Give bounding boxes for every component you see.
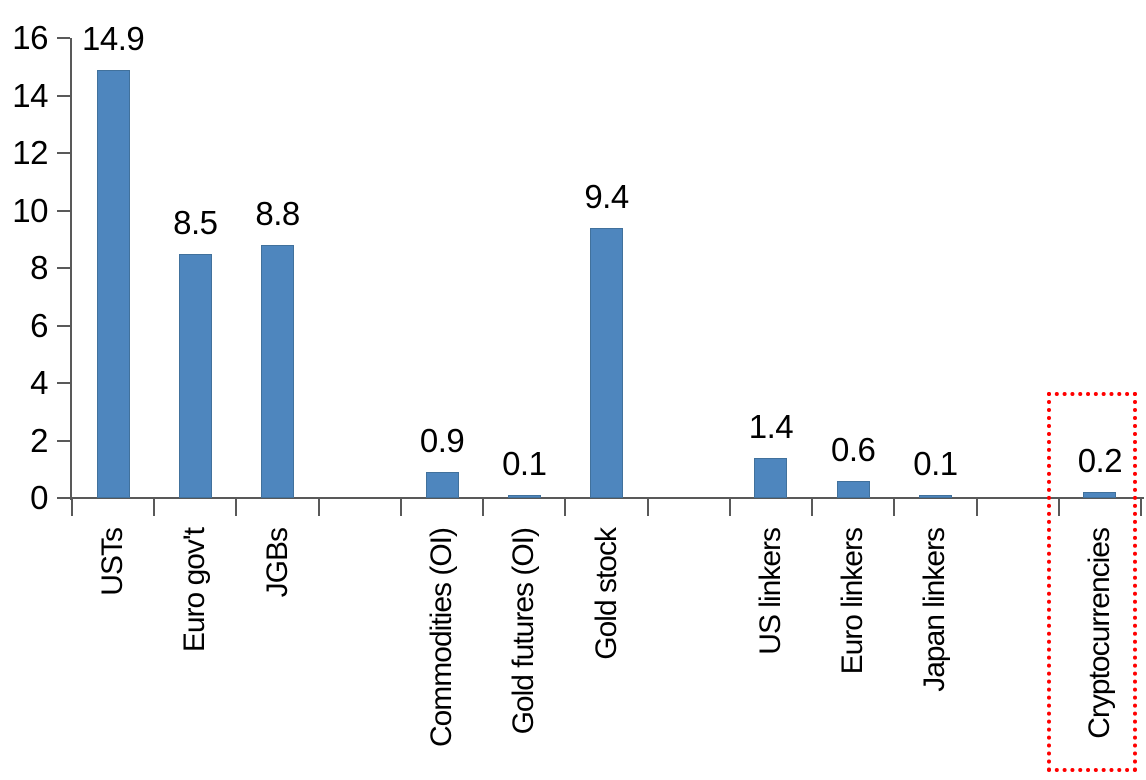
bar [754, 457, 788, 498]
bar [96, 69, 130, 498]
x-category-label: Japan linkers [918, 528, 952, 692]
x-category-label: JGBs [260, 528, 294, 598]
x-category-label: Euro gov't [178, 528, 212, 653]
y-tick-label: 4 [30, 364, 48, 401]
bar [425, 472, 459, 498]
x-tick [646, 499, 649, 516]
x-tick [564, 499, 567, 516]
bar-value-label: 14.9 [81, 19, 145, 57]
y-axis-line [70, 38, 72, 500]
bar-value-label: 8.5 [173, 203, 218, 241]
x-category-label: Euro linkers [836, 528, 870, 675]
x-category-label: USTs [96, 528, 130, 596]
y-tick-label: 12 [12, 134, 48, 171]
x-tick [235, 499, 238, 516]
bar [178, 253, 212, 498]
x-tick [728, 499, 731, 516]
y-tick [57, 37, 70, 39]
x-category-label: Gold futures (OI) [507, 528, 541, 735]
bar-value-label: 0.1 [502, 445, 547, 483]
bar-value-label: 8.8 [255, 195, 300, 232]
y-tick [57, 382, 70, 384]
x-tick [1140, 499, 1142, 516]
y-tick-label: 0 [30, 479, 48, 516]
x-category-label: US linkers [753, 528, 787, 655]
y-tick-label: 10 [12, 191, 48, 229]
y-tick [57, 94, 70, 97]
y-tick-label: 8 [30, 249, 48, 286]
y-tick [57, 324, 70, 327]
bar-value-label: 1.4 [748, 407, 794, 445]
bar-value-label: 0.6 [831, 430, 876, 468]
x-category-label: Gold stock [589, 528, 623, 660]
x-tick [893, 499, 896, 516]
x-tick [153, 499, 156, 516]
bar-value-label: 9.4 [584, 177, 629, 215]
y-tick-label: 14 [12, 76, 48, 114]
x-category-label: Commodities (OI) [425, 528, 459, 748]
y-tick [57, 267, 70, 269]
x-tick [317, 499, 320, 516]
x-tick [975, 499, 978, 516]
bar-value-label: 0.1 [913, 445, 958, 483]
bar [836, 480, 870, 498]
bar [1083, 492, 1117, 498]
bar [918, 495, 952, 498]
x-tick [1057, 499, 1060, 516]
bar-value-label: 0.9 [419, 422, 465, 460]
x-tick [811, 499, 814, 516]
x-axis-line [58, 497, 1144, 499]
highlight-box [1046, 392, 1137, 772]
bar [507, 495, 541, 498]
x-tick [71, 499, 73, 516]
y-tick [57, 209, 70, 212]
y-tick-label: 6 [30, 306, 48, 344]
y-tick [57, 152, 70, 154]
bar [590, 227, 623, 498]
y-tick-label: 16 [12, 19, 48, 56]
y-tick-label: 2 [30, 421, 48, 459]
y-tick [57, 497, 70, 499]
bar [261, 245, 295, 498]
bar-value-label: 0.2 [1077, 442, 1123, 480]
x-tick [482, 499, 485, 516]
y-tick [57, 439, 70, 442]
x-tick [399, 499, 402, 516]
